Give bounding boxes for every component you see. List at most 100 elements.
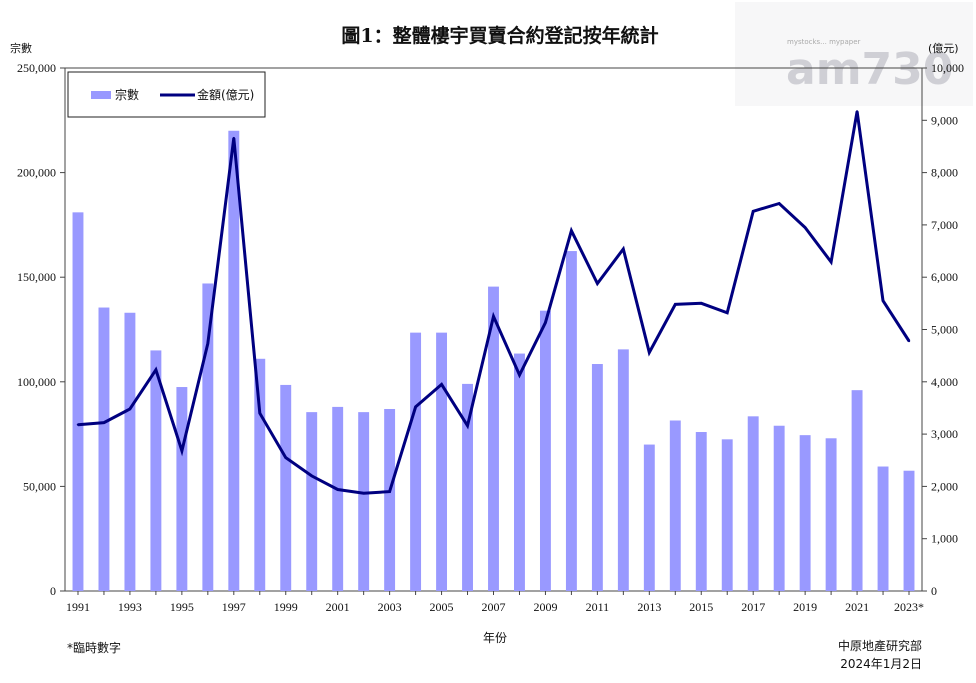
source-label: 中原地產研究部 xyxy=(838,638,922,653)
y-right-tick-label: 1,000 xyxy=(931,532,958,546)
x-tick-label: 2005 xyxy=(430,600,454,614)
bar xyxy=(202,283,214,591)
y-left-axis-label: 宗數 xyxy=(10,41,32,55)
chart-title: 圖1：整體樓宇買賣合約登記按年統計 xyxy=(341,24,658,47)
x-tick-label: 2015 xyxy=(689,600,713,614)
y-left-tick-label: 100,000 xyxy=(17,375,56,389)
bar xyxy=(228,130,240,591)
bar xyxy=(799,435,811,591)
y-right-tick-label: 3,000 xyxy=(931,427,958,441)
bar xyxy=(747,416,759,591)
bar xyxy=(306,412,318,591)
line-point xyxy=(206,342,210,345)
bar xyxy=(436,332,448,591)
bar xyxy=(721,439,733,591)
bar xyxy=(462,383,473,591)
line-point xyxy=(414,405,417,409)
line-point xyxy=(855,110,859,113)
line-point xyxy=(258,411,261,415)
line-point xyxy=(674,303,677,306)
bar xyxy=(358,412,370,591)
line-point xyxy=(284,456,287,459)
bar xyxy=(617,349,629,591)
bar-series xyxy=(72,130,915,592)
y-right-tick-label: 8,000 xyxy=(931,166,958,180)
line-point xyxy=(102,421,106,424)
bar xyxy=(384,408,396,591)
bar xyxy=(410,332,422,591)
y-left-tick-label: 150,000 xyxy=(17,270,56,284)
x-tick-label: 2017 xyxy=(741,600,765,614)
line-point xyxy=(518,373,521,377)
bar xyxy=(488,286,499,591)
line-point xyxy=(700,302,703,305)
line-point xyxy=(336,488,339,491)
bar xyxy=(643,444,655,591)
bar xyxy=(150,350,162,591)
bar xyxy=(72,212,84,591)
legend-line-label: 金額(億元) xyxy=(197,87,254,102)
x-tick-label: 2001 xyxy=(326,600,350,614)
y-right-tick-label: 10,000 xyxy=(931,61,964,75)
line-series xyxy=(76,110,911,495)
line-point xyxy=(154,368,158,371)
line-point xyxy=(726,311,729,314)
line-point xyxy=(180,449,184,453)
y-right-tick-label: 2,000 xyxy=(931,479,958,493)
footnote: *臨時數字 xyxy=(67,640,121,655)
line-point xyxy=(622,247,625,251)
bar xyxy=(565,251,577,592)
line-point xyxy=(310,474,313,478)
bar xyxy=(254,358,266,591)
bar xyxy=(851,390,863,591)
line-point xyxy=(777,202,781,205)
x-tick-label: 1999 xyxy=(274,600,298,614)
line-point xyxy=(492,315,495,318)
line-point xyxy=(881,299,885,302)
x-tick-label: 2011 xyxy=(586,600,610,614)
line-point xyxy=(362,491,365,495)
line-point xyxy=(388,490,391,493)
line-point xyxy=(128,407,132,411)
y-left-tick-label: 200,000 xyxy=(17,166,56,180)
x-axis-label: 年份 xyxy=(483,631,507,645)
line-point xyxy=(751,210,755,213)
source-date: 2024年1月2日 xyxy=(840,657,922,671)
legend: 宗數 金額(億元) xyxy=(67,71,266,118)
y-right-tick-label: 4,000 xyxy=(931,375,958,389)
watermark-logo: mystocks... mypaper am730 xyxy=(735,2,973,106)
x-tick-label: 2013 xyxy=(637,600,661,614)
y-right-tick-label: 9,000 xyxy=(931,113,958,127)
line-point xyxy=(570,229,573,232)
y-left-ticks: 0 50,000 100,000 150,000 200,000 250,000 xyxy=(17,61,65,598)
line-point xyxy=(76,423,80,426)
bar xyxy=(591,364,603,591)
x-tick-label: 1993 xyxy=(118,600,142,614)
legend-bar-label: 宗數 xyxy=(115,87,139,102)
legend-bar-swatch xyxy=(91,91,111,99)
watermark-logo-text: am730 xyxy=(786,44,953,95)
line-point xyxy=(544,321,547,324)
bar xyxy=(98,307,110,591)
bar xyxy=(280,384,292,591)
y-right-tick-label: 5,000 xyxy=(931,323,958,337)
bar xyxy=(539,310,551,591)
bar xyxy=(695,432,707,591)
x-tick-label: 2007 xyxy=(482,600,506,614)
x-ticks: 1991 1993 1995 1997 1999 2001 2003 2005 2007 2009… xyxy=(66,591,924,614)
line-point xyxy=(440,383,443,386)
bar xyxy=(124,312,136,591)
bar xyxy=(176,387,188,591)
x-tick-label: 2003 xyxy=(378,600,402,614)
y-right-tick-label: 6,000 xyxy=(931,270,958,284)
y-right-tick-label: 7,000 xyxy=(931,218,958,232)
x-tick-label: 2021 xyxy=(845,600,869,614)
line-point xyxy=(596,282,599,285)
bar xyxy=(773,425,785,591)
y-left-tick-label: 250,000 xyxy=(17,61,56,75)
x-tick-label: 2019 xyxy=(793,600,817,614)
line-point xyxy=(907,339,911,343)
x-tick-label: 1991 xyxy=(66,600,90,614)
x-tick-label: 2009 xyxy=(533,600,557,614)
